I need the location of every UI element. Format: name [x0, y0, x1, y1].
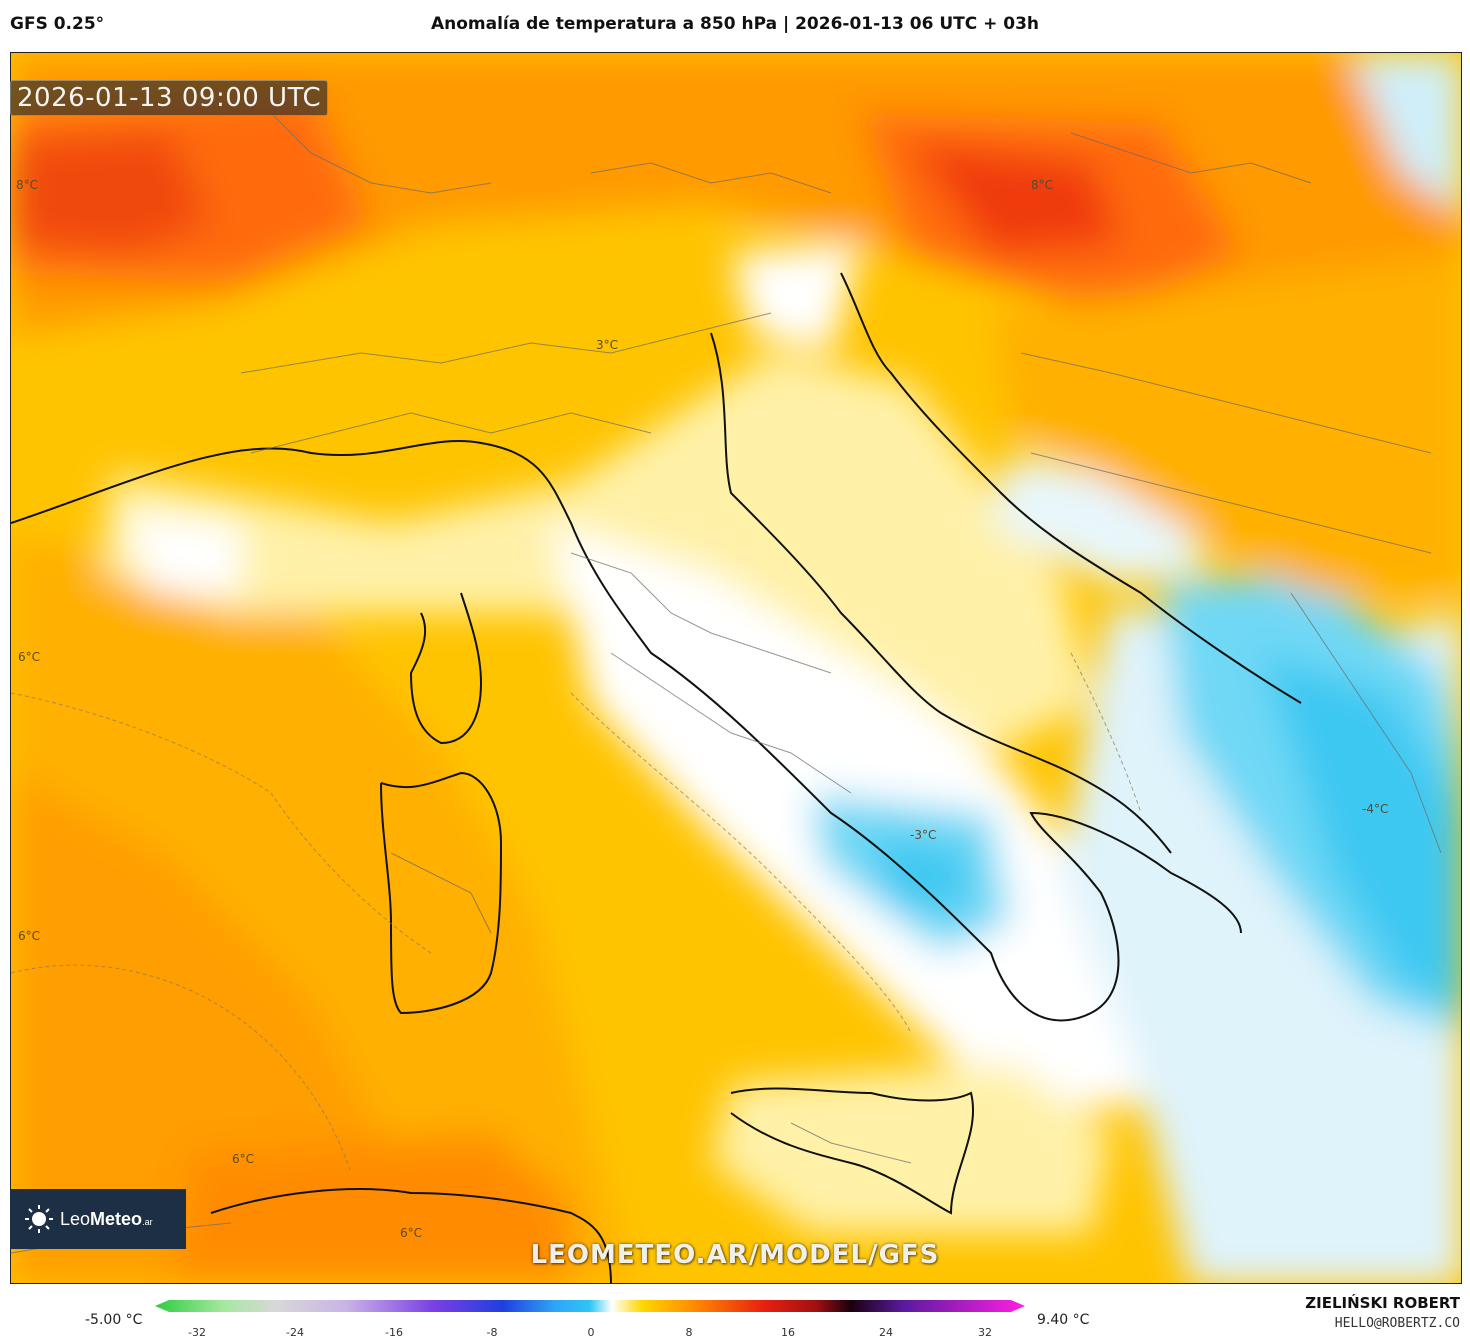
coastlines — [11, 272, 1302, 1283]
legend-tick: -24 — [286, 1326, 304, 1339]
contour-label: 3°C — [596, 338, 619, 352]
legend-tick: 0 — [587, 1326, 595, 1339]
logo-text: LeoMeteo.ar — [60, 1208, 153, 1229]
map-header: GFS 0.25° Anomalía de temperatura a 850 … — [0, 0, 1470, 50]
author-email[interactable]: HELLO@ROBERTZ.CO — [1334, 1316, 1460, 1331]
contour-label: 6°C — [18, 929, 41, 943]
legend-tick: 16 — [781, 1326, 795, 1339]
legend-max-label: 9.40 °C — [1037, 1312, 1090, 1328]
leometeo-logo: LeoMeteo.ar — [10, 1189, 186, 1249]
legend-tick: 8 — [685, 1326, 693, 1339]
borders — [11, 112, 1442, 1254]
legend-tick: 24 — [879, 1326, 893, 1339]
anomaly-field — [11, 53, 1461, 1283]
contour-label: 6°C — [400, 1226, 423, 1240]
valid-time-badge: 2026-01-13 09:00 UTC — [10, 80, 329, 116]
legend-tick: 32 — [978, 1326, 992, 1339]
legend-tick: -16 — [385, 1326, 403, 1339]
contour-label: 8°C — [1031, 178, 1054, 192]
contour-label: 8°C — [16, 178, 39, 192]
model-label: GFS 0.25° — [10, 14, 105, 34]
contour-label: 6°C — [18, 650, 41, 664]
map-canvas — [11, 53, 1461, 1283]
legend-tick: -8 — [486, 1326, 498, 1339]
contour-label: -4°C — [1362, 802, 1389, 816]
url-watermark: LEOMETEO.AR/MODEL/GFS — [530, 1240, 940, 1270]
legend-min-label: -5.00 °C — [85, 1312, 143, 1328]
contour-lines — [11, 652, 1142, 1174]
sun-icon — [25, 1205, 53, 1233]
legend-tick: -32 — [188, 1326, 206, 1339]
map-title: Anomalía de temperatura a 850 hPa | 2026… — [430, 14, 1040, 34]
color-legend: -5.00 °C -32 -24 — [0, 1286, 1470, 1339]
author-name: ZIELIŃSKI ROBERT — [1305, 1294, 1460, 1312]
contour-label: 6°C — [232, 1152, 255, 1166]
anomaly-map[interactable] — [10, 52, 1462, 1284]
contour-label: -3°C — [910, 828, 937, 842]
legend-colorbar — [155, 1300, 1025, 1312]
